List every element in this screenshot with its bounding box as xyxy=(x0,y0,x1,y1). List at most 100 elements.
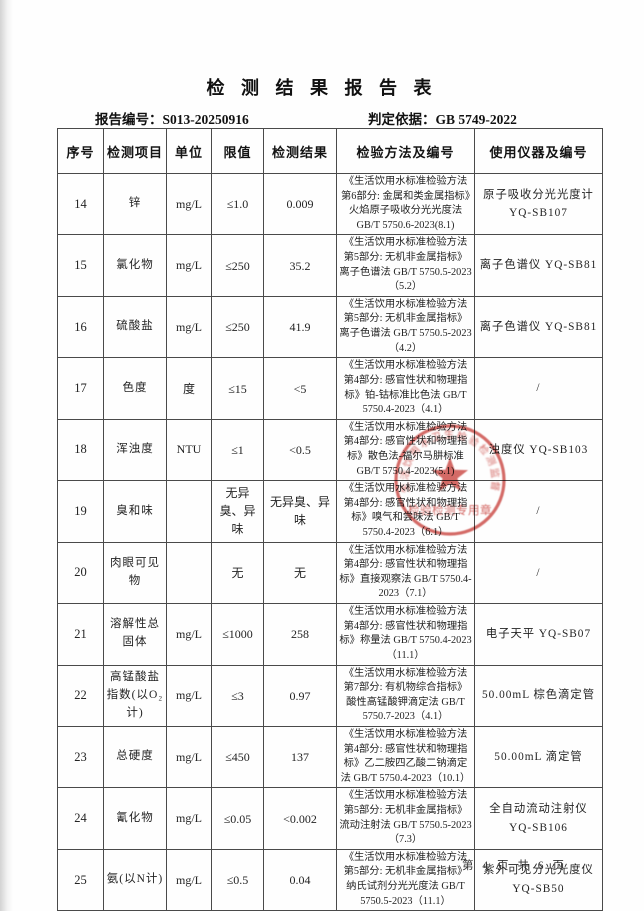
cell-result: 无 xyxy=(263,541,337,605)
cell-item: 溶解性总固体 xyxy=(103,603,167,666)
cell-unit: mg/L xyxy=(166,725,212,789)
cell-limit: ≤3 xyxy=(211,664,264,727)
table-row: 21 溶解性总固体 mg/L ≤1000 258 《生活饮用水标准检验方法 第4部分: 感… xyxy=(57,603,603,666)
column-header-4: 检测结果 xyxy=(263,128,337,174)
cell-instrument: 浊度仪 YQ-SB103 xyxy=(474,418,603,482)
cell-limit: ≤0.05 xyxy=(211,787,264,850)
judgment-basis: 判定依据：GB 5749-2022 xyxy=(368,112,517,127)
cell-no: 19 xyxy=(57,480,104,543)
cell-unit: mg/L xyxy=(166,664,212,727)
cell-method: 《生活饮用水标准检验方法 第4部分: 感官性状和物理指标》乙二胺四乙酸二钠滴定法… xyxy=(336,725,475,789)
table-row: 17 色度度 ≤15 <5 《生活饮用水标准检验方法 第4部分: 感官性状和物理指标》铂… xyxy=(57,357,603,420)
cell-result: 无异臭、异味 xyxy=(263,480,337,543)
cell-result: 35.2 xyxy=(263,234,337,297)
cell-limit: ≤250 xyxy=(211,234,264,297)
cell-item: 硫酸盐 xyxy=(103,295,167,359)
cell-instrument: 离子色谱仪 YQ-SB81 xyxy=(474,295,603,359)
cell-limit: ≤1 xyxy=(211,418,264,482)
cell-item: 氰化物 xyxy=(103,787,167,850)
cell-limit: 无异臭、异味 xyxy=(211,480,264,543)
cell-result: 258 xyxy=(263,603,337,666)
table-row: 16 硫酸盐 mg/L ≤250 41.9 《生活饮用水标准检验方法 第5部分: 无机非金… xyxy=(57,295,603,359)
table-row: 22 高锰酸盐指数(以O₂计) mg/L ≤3 0.97 《生活饮用水标准检验方法 第7部… xyxy=(57,664,603,727)
cell-limit: ≤1.0 xyxy=(211,172,264,236)
cell-unit: mg/L xyxy=(166,787,212,850)
column-header-6: 使用仪器及编号 xyxy=(474,128,603,174)
column-header-5: 检验方法及编号 xyxy=(336,128,475,174)
report-number: 报告编号：S013-20250916 xyxy=(95,112,249,127)
column-header-0: 序号 xyxy=(57,128,104,174)
cell-method: 《生活饮用水标准检验方法 第4部分: 感官性状和物理指标》铂-钴标准比色法 GB… xyxy=(336,357,475,420)
cell-instrument: 离子色谱仪 YQ-SB81 xyxy=(474,234,603,297)
cell-unit: mg/L xyxy=(166,234,212,297)
cell-instrument: / xyxy=(474,480,603,543)
cell-method: 《生活饮用水标准检验方法 第7部分: 有机物综合指标》酸性高锰酸钾滴定法 GB/… xyxy=(336,664,475,727)
cell-no: 22 xyxy=(57,664,104,727)
cell-no: 24 xyxy=(57,787,104,850)
results-table-body: 14 锌 mg/L ≤1.0 0.009 《生活饮用水标准检验方法 第6部分: 金属和类金… xyxy=(57,172,603,911)
cell-unit: mg/L xyxy=(166,172,212,236)
cell-no: 14 xyxy=(57,172,104,236)
cell-method: 《生活饮用水标准检验方法 第4部分: 感官性状和物理指标》称量法 GB/T 57… xyxy=(336,603,475,666)
cell-no: 21 xyxy=(57,603,104,666)
column-header-3: 限值 xyxy=(211,128,264,174)
page-title: 检 测 结 果 报 告 表 xyxy=(206,78,438,98)
table-row: 23 总硬度 mg/L ≤450 137 《生活饮用水标准检验方法 第4部分: 感官性状和… xyxy=(57,725,603,789)
cell-unit: mg/L xyxy=(166,295,212,359)
cell-instrument: 原子吸收分光光度计 YQ-SB107 xyxy=(474,172,603,236)
cell-no: 23 xyxy=(57,725,104,789)
cell-instrument: 电子天平 YQ-SB07 xyxy=(474,603,603,666)
cell-item: 肉眼可见物 xyxy=(103,541,167,605)
cell-item: 臭和味 xyxy=(103,480,167,543)
cell-method: 《生活饮用水标准检验方法 第4部分: 感官性状和物理指标》直接观察法 GB/T … xyxy=(336,541,475,605)
cell-result: 41.9 xyxy=(263,295,337,359)
cell-method: 《生活饮用水标准检验方法 第5部分: 无机非金属指标》纳氏试剂分光光度法 GB/… xyxy=(336,848,475,911)
column-header-1: 检测项目 xyxy=(103,128,167,174)
meta-line: 报告编号：S013-20250916 判定依据：GB 5749-2022 xyxy=(95,108,604,128)
cell-instrument: 50.00mL 滴定管 xyxy=(474,725,603,789)
cell-item: 氨(以N计) xyxy=(103,848,167,911)
cell-unit: 度 xyxy=(166,357,212,420)
cell-item: 色度 xyxy=(103,357,167,420)
scan-edge-shadow xyxy=(0,0,13,911)
table-row: 18 浑浊度 NTU ≤1 <0.5 《生活饮用水标准检验方法 第4部分: 感官性状和物理… xyxy=(57,418,603,482)
cell-no: 18 xyxy=(57,418,104,482)
cell-limit: ≤250 xyxy=(211,295,264,359)
cell-method: 《生活饮用水标准检验方法 第4部分: 感官性状和物理指标》嗅气和尝味法 GB/T… xyxy=(336,480,475,543)
table-row: 19 臭和味 无异臭、异味 无异臭、异味 《生活饮用水标准检验方法 第4部分: 感官性状… xyxy=(57,480,603,543)
column-header-2: 单位 xyxy=(166,128,212,174)
table-row: 15 氯化物 mg/L ≤250 35.2 《生活饮用水标准检验方法 第5部分: 无机非金… xyxy=(57,234,603,297)
cell-unit xyxy=(166,480,212,543)
cell-result: 137 xyxy=(263,725,337,789)
cell-item: 浑浊度 xyxy=(103,418,167,482)
cell-item: 氯化物 xyxy=(103,234,167,297)
cell-limit: ≤0.5 xyxy=(211,848,264,911)
cell-unit xyxy=(166,541,212,605)
table-row: 14 锌 mg/L ≤1.0 0.009 《生活饮用水标准检验方法 第6部分: 金属和类金… xyxy=(57,172,603,236)
table-row: 25 氨(以N计) mg/L ≤0.5 0.04 《生活饮用水标准检验方法 第5部分: 无… xyxy=(57,848,603,911)
cell-unit: mg/L xyxy=(166,848,212,911)
cell-result: <0.002 xyxy=(263,787,337,850)
cell-instrument: / xyxy=(474,541,603,605)
cell-result: <0.5 xyxy=(263,418,337,482)
table-row: 20 肉眼可见物无无《生活饮用水标准检验方法 第4部分: 感官性状和物理指标》直接… xyxy=(57,541,603,605)
cell-limit: 无 xyxy=(211,541,264,605)
cell-no: 17 xyxy=(57,357,104,420)
cell-no: 16 xyxy=(57,295,104,359)
cell-item: 总硬度 xyxy=(103,725,167,789)
cell-instrument: 50.00mL 棕色滴定管 xyxy=(474,664,603,727)
cell-limit: ≤1000 xyxy=(211,603,264,666)
cell-result: 0.04 xyxy=(263,848,337,911)
cell-method: 《生活饮用水标准检验方法 第5部分: 无机非金属指标》离子色谱法 GB/T 57… xyxy=(336,234,475,297)
cell-no: 20 xyxy=(57,541,104,605)
cell-result: 0.009 xyxy=(263,172,337,236)
cell-no: 15 xyxy=(57,234,104,297)
cell-method: 《生活饮用水标准检验方法 第6部分: 金属和类金属指标》火焰原子吸收分光光度法 … xyxy=(336,172,475,236)
cell-no: 25 xyxy=(57,848,104,911)
cell-limit: ≤15 xyxy=(211,357,264,420)
page-number: 第 4 页 共 6 页 xyxy=(462,860,567,872)
cell-method: 《生活饮用水标准检验方法 第5部分: 无机非金属指标》流动注射法 GB/T 57… xyxy=(336,787,475,850)
cell-method: 《生活饮用水标准检验方法 第4部分: 感官性状和物理指标》散色法-福尔马肼标准 … xyxy=(336,418,475,482)
table-header-row: 序号 检测项目 单位 限值 检测结果 检验方法及编号 使用仪器及编号 xyxy=(57,128,603,174)
